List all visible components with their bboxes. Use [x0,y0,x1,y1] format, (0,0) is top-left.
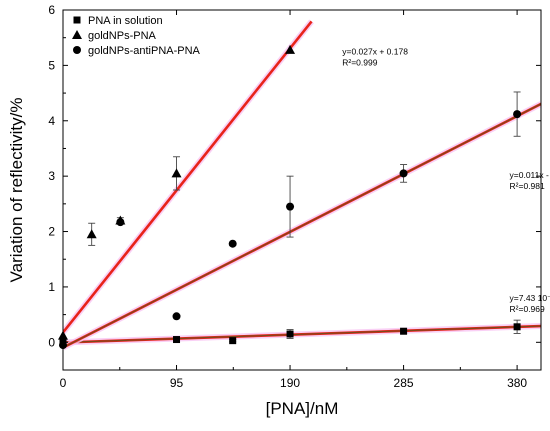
x-axis-title: [PNA]/nM [266,399,339,418]
y-axis-title: Variation of reflectivity/% [7,98,26,283]
data-point-circle [286,202,295,211]
data-point-square [400,327,408,335]
data-point-circle [228,239,237,248]
data-point-circle [513,110,522,119]
fit-line-core [63,103,541,349]
data-point-circle [172,312,181,321]
fit-r-squared: R²=0.999 [342,57,377,67]
x-tick-label: 190 [280,376,300,390]
legend-marker-circle [73,46,81,54]
legend-marker-square [73,16,81,24]
legend-entry: PNA in solution [88,15,163,27]
data-point-circle [399,169,408,178]
fit-line [63,20,313,334]
data-point-triangle [171,168,182,178]
fit-equation: y=7.43 10⁻⁴x - 0.0035 [510,293,550,303]
legend-marker-triangle [72,30,82,39]
data-point-square [229,337,237,345]
plot-frame [62,9,542,371]
y-tick-label: 5 [48,58,55,72]
fit-equation: y=0.027x + 0.178 [342,46,408,56]
x-tick-label: 95 [170,376,184,390]
fit-r-squared: R²=0.981 [510,181,545,191]
data-point-square [513,323,521,331]
data-point-triangle [86,229,97,239]
y-tick-label: 6 [48,3,55,17]
x-axis: 0 95 190 285 380 [60,10,527,390]
y-tick-label: 1 [48,280,55,294]
fit-equation: y=0.011x - 0.096 [510,170,550,180]
y-tick-label: 0 [48,335,55,349]
legend-entry: goldNPs-PNA [88,30,157,42]
fit-lines [63,19,541,351]
x-tick-label: 285 [394,376,414,390]
legend: PNA in solution goldNPs-PNA goldNPs-antiPN… [72,15,201,57]
data-points [58,44,522,350]
x-tick-label: 0 [60,376,67,390]
y-axis: 0 1 2 3 4 5 6 [48,3,541,371]
y-tick-label: 3 [48,169,55,183]
data-point-square [173,336,181,344]
fit-line-core [63,325,541,344]
data-point-triangle [285,44,296,54]
data-point-circle [116,218,125,227]
legend-entry: goldNPs-antiPNA-PNA [88,45,201,57]
fit-r-squared: R²=0.969 [510,304,545,314]
y-tick-label: 4 [48,114,55,128]
data-point-square [286,330,294,338]
x-tick-label: 380 [507,376,527,390]
y-tick-label: 2 [48,225,55,239]
